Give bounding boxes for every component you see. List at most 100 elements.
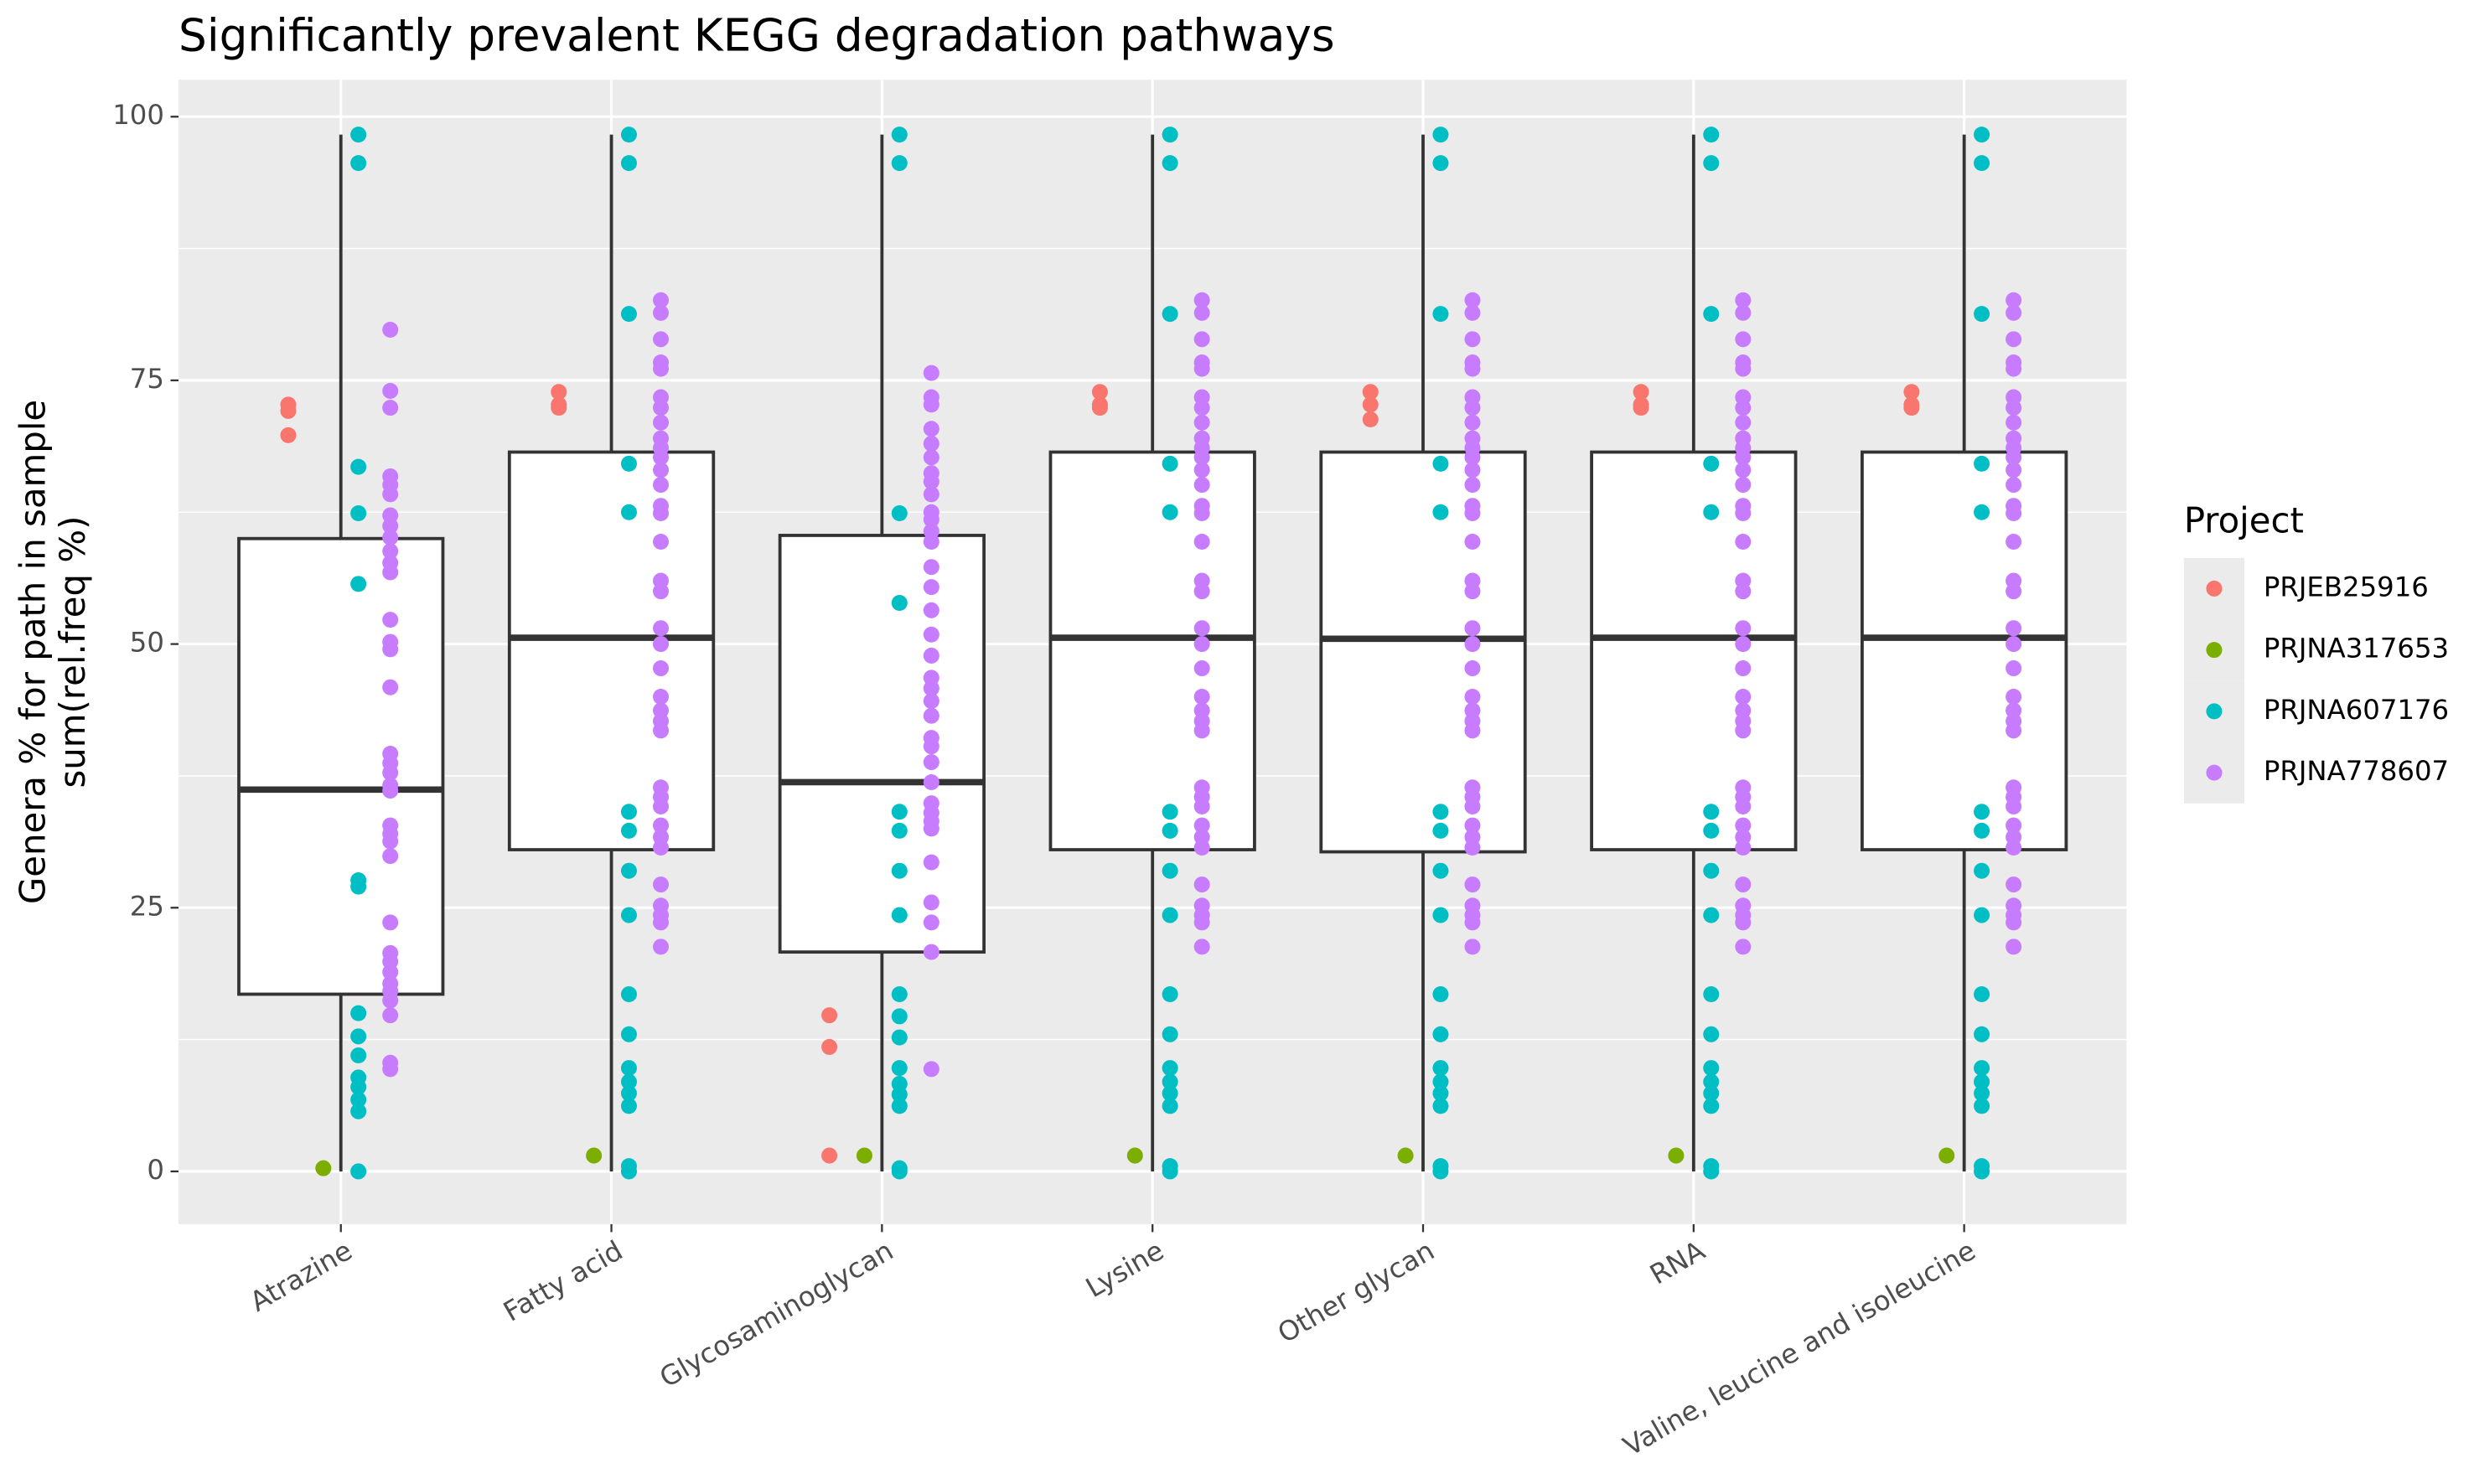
- box: [778, 534, 986, 954]
- point: [1432, 1098, 1449, 1114]
- point: [382, 848, 399, 865]
- point: [1464, 477, 1481, 494]
- point: [923, 944, 939, 960]
- point: [2006, 876, 2022, 893]
- point: [2006, 414, 2022, 431]
- box: [1319, 450, 1527, 854]
- point: [1703, 1073, 1720, 1090]
- y-tick-label: 25: [130, 890, 164, 922]
- point: [821, 1007, 838, 1024]
- point: [1464, 660, 1481, 677]
- point: [2006, 938, 2022, 955]
- point: [280, 427, 297, 443]
- point: [1703, 1085, 1720, 1102]
- point: [620, 1060, 637, 1077]
- point: [1162, 862, 1178, 879]
- point: [1974, 455, 1990, 472]
- point: [1633, 400, 1649, 416]
- point: [653, 914, 670, 931]
- point: [1735, 798, 1752, 814]
- point: [620, 127, 637, 143]
- point: [350, 1047, 367, 1063]
- point: [1464, 938, 1481, 955]
- point: [1162, 804, 1178, 820]
- point: [1974, 1085, 1990, 1102]
- point: [2006, 292, 2022, 308]
- point: [382, 400, 399, 416]
- point: [2006, 304, 2022, 321]
- point: [923, 754, 939, 771]
- point: [1162, 1098, 1178, 1114]
- point: [1974, 1026, 1990, 1042]
- point: [1464, 798, 1481, 814]
- point: [382, 992, 399, 1009]
- point: [923, 602, 939, 618]
- point: [891, 155, 908, 172]
- point: [1735, 505, 1752, 522]
- point: [620, 1098, 637, 1114]
- point: [653, 620, 670, 637]
- point: [1193, 400, 1210, 416]
- point: [1193, 533, 1210, 551]
- point: [1464, 876, 1481, 893]
- point: [1703, 1026, 1720, 1042]
- point: [620, 907, 637, 923]
- point: [653, 505, 670, 522]
- point: [891, 1098, 908, 1114]
- point: [653, 462, 670, 478]
- point: [1703, 306, 1720, 323]
- y-axis-label: sum(rel.freq %): [52, 516, 93, 789]
- point: [653, 360, 670, 377]
- point: [551, 384, 567, 401]
- point: [1703, 127, 1720, 143]
- point: [1974, 1098, 1990, 1114]
- point: [1162, 504, 1178, 520]
- point: [923, 533, 939, 551]
- point: [1193, 876, 1210, 893]
- point: [653, 817, 670, 834]
- point: [1464, 620, 1481, 637]
- point: [382, 964, 399, 980]
- point: [350, 1103, 367, 1119]
- point: [1703, 822, 1720, 839]
- point: [1432, 455, 1449, 472]
- point: [620, 306, 637, 323]
- point: [1735, 477, 1752, 494]
- point: [653, 477, 670, 494]
- y-tick-label: 75: [130, 363, 164, 395]
- point: [350, 458, 367, 475]
- point: [1193, 914, 1210, 931]
- point: [1703, 504, 1720, 520]
- point: [2006, 360, 2022, 377]
- point: [2006, 689, 2022, 706]
- point: [1464, 292, 1481, 308]
- legend-label: PRJNA778607: [2264, 755, 2449, 787]
- point: [1938, 1147, 1955, 1164]
- point: [1362, 411, 1379, 428]
- point: [1193, 798, 1210, 814]
- point: [350, 505, 367, 522]
- point: [1974, 1060, 1990, 1077]
- point: [891, 804, 908, 820]
- point: [1193, 304, 1210, 321]
- point: [891, 1086, 908, 1103]
- point: [1464, 505, 1481, 522]
- point: [620, 155, 637, 172]
- point: [1162, 1060, 1178, 1077]
- point: [1735, 817, 1752, 834]
- point: [653, 292, 670, 308]
- point: [382, 321, 399, 339]
- point: [1091, 384, 1108, 401]
- point: [923, 1061, 939, 1078]
- point: [1193, 689, 1210, 706]
- point: [1974, 862, 1990, 879]
- point: [620, 1085, 637, 1102]
- point: [653, 636, 670, 653]
- point: [1735, 331, 1752, 348]
- point: [2006, 477, 2022, 494]
- point: [1735, 414, 1752, 431]
- point: [1735, 533, 1752, 551]
- point: [382, 1007, 399, 1024]
- point: [923, 854, 939, 871]
